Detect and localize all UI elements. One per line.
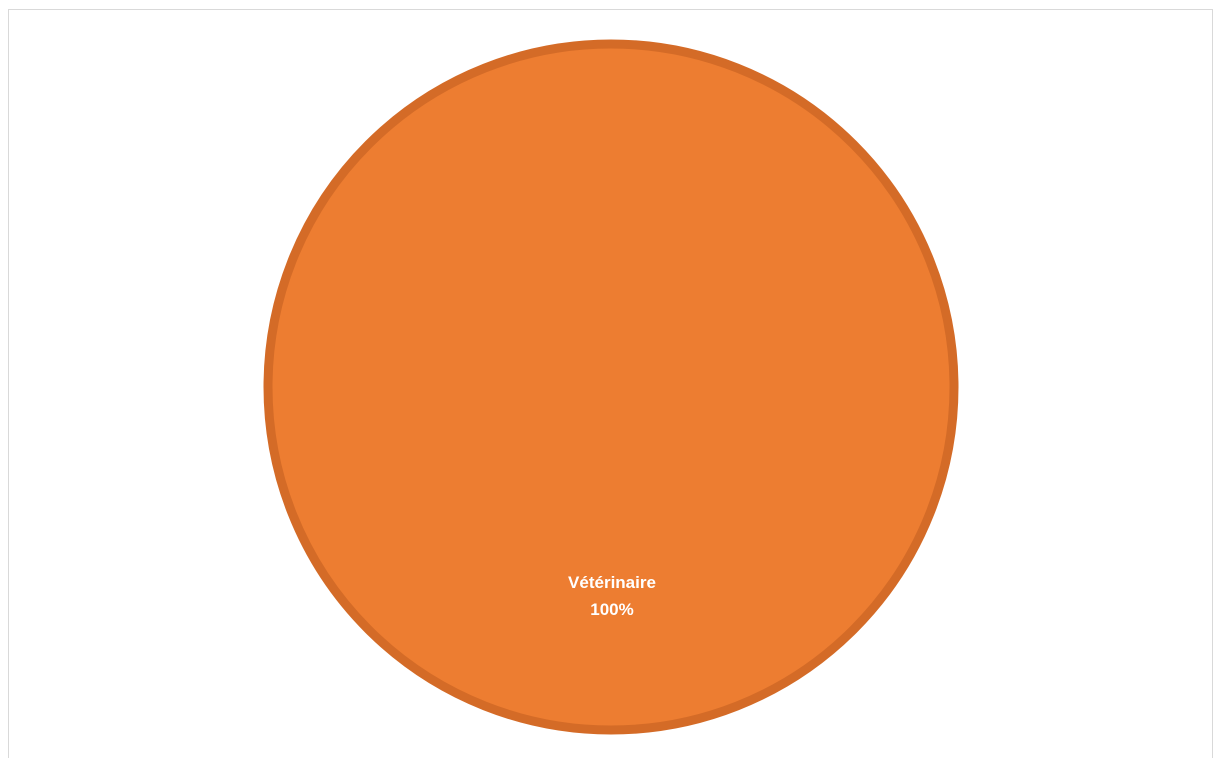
slice-label-percent: 100% — [590, 600, 633, 619]
pie-chart: Vétérinaire 100% — [263, 39, 959, 735]
chart-area: Vétérinaire 100% — [8, 9, 1213, 758]
slice-label-category: Vétérinaire — [568, 573, 656, 592]
pie-slices — [263, 39, 959, 735]
pie-data-labels: Vétérinaire 100% — [568, 573, 656, 619]
pie-slice-0 — [263, 39, 959, 735]
